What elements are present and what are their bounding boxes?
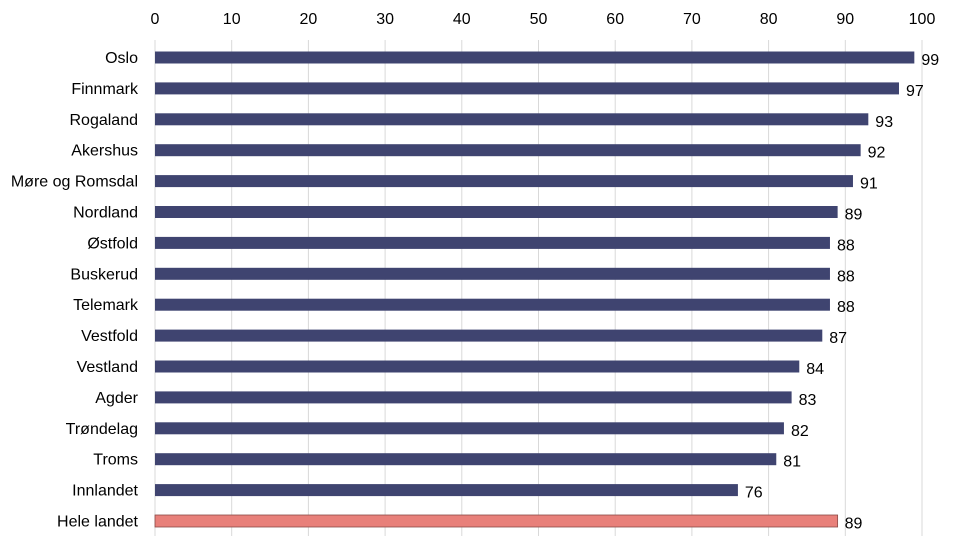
- data-label: 76: [745, 485, 763, 502]
- x-tick-label: 10: [223, 11, 241, 28]
- data-label: 83: [799, 392, 817, 409]
- data-label: 88: [837, 299, 855, 316]
- data-label: 92: [868, 145, 886, 162]
- x-tick-label: 100: [909, 11, 936, 28]
- data-label: 81: [783, 454, 801, 471]
- data-label: 97: [906, 83, 924, 100]
- data-label: 89: [845, 516, 863, 533]
- category-labels: Oslo Finnmark Rogaland Akershus Møre og Roms…: [11, 50, 139, 531]
- category-label: Finnmark: [71, 81, 139, 98]
- bar: [155, 175, 853, 188]
- bar: [155, 82, 899, 95]
- x-tick-label: 80: [760, 11, 778, 28]
- category-label: Møre og Romsdal: [11, 174, 138, 191]
- category-label: Telemark: [73, 297, 139, 314]
- data-label: 91: [860, 176, 878, 193]
- category-label: Innlandet: [72, 483, 138, 500]
- data-label: 84: [806, 361, 824, 378]
- x-tick-label: 70: [683, 11, 701, 28]
- x-tick-label: 30: [376, 11, 394, 28]
- category-label: Trøndelag: [66, 421, 138, 438]
- bar: [155, 206, 838, 218]
- bar: [155, 144, 861, 157]
- bar: [155, 113, 869, 126]
- data-label: 89: [845, 207, 863, 224]
- x-axis-tick-labels: 0 10 20 30 40 50 60 70 80 90 100: [151, 11, 936, 28]
- x-tick-label: 90: [836, 11, 854, 28]
- data-label: 93: [875, 114, 893, 131]
- x-tick-label: 0: [151, 11, 160, 28]
- bars: [154, 51, 915, 528]
- data-label: 87: [829, 330, 847, 347]
- x-tick-label: 60: [606, 11, 624, 28]
- category-label: Oslo: [105, 50, 138, 67]
- bar: [155, 484, 738, 497]
- data-label: 88: [837, 268, 855, 285]
- category-label: Østfold: [87, 235, 138, 252]
- data-label: 82: [791, 423, 809, 440]
- bar: [155, 360, 800, 373]
- data-label: 99: [921, 52, 939, 69]
- category-label: Troms: [93, 452, 138, 469]
- category-label: Akershus: [71, 143, 138, 160]
- category-label: Vestland: [77, 359, 138, 376]
- x-tick-label: 50: [530, 11, 548, 28]
- bar: [155, 391, 792, 404]
- category-label: Vestfold: [81, 328, 138, 345]
- category-label: Agder: [95, 390, 138, 407]
- bar: [155, 267, 830, 280]
- x-tick-label: 40: [453, 11, 471, 28]
- category-label: Hele landet: [57, 514, 139, 531]
- bar: [155, 453, 777, 466]
- data-labels: 99 97 93 92 91 89 88 88 88 87 84 83 82 81 76 89: [745, 52, 939, 533]
- bar: [154, 514, 839, 528]
- bar: [155, 329, 823, 342]
- category-label: Rogaland: [70, 112, 139, 129]
- bar: [155, 236, 830, 249]
- category-label: Nordland: [73, 205, 138, 222]
- category-label: Buskerud: [70, 266, 138, 283]
- bar: [155, 298, 830, 311]
- x-tick-label: 20: [300, 11, 318, 28]
- bar: [155, 51, 915, 64]
- bar: [155, 422, 784, 435]
- data-label: 88: [837, 237, 855, 254]
